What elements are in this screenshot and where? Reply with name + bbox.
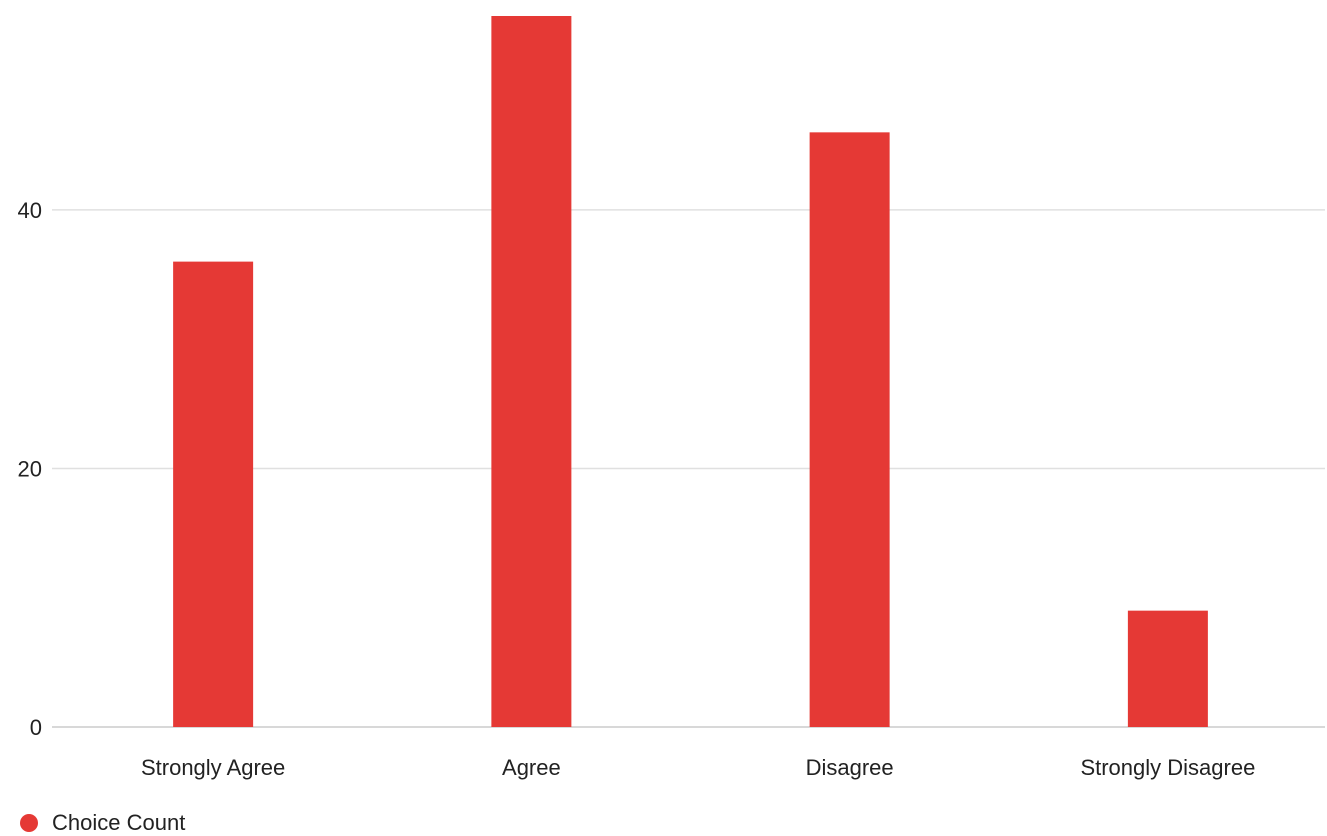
legend-swatch xyxy=(20,814,38,832)
x-tick-label-3: Strongly Disagree xyxy=(1080,755,1255,780)
bar-strongly-agree[interactable] xyxy=(173,261,254,727)
x-tick-label-2: Disagree xyxy=(806,755,894,780)
x-axis-labels: Strongly Agree Agree Disagree Strongly Disa… xyxy=(141,755,1255,780)
gridlines xyxy=(52,209,1325,728)
y-tick-label-0: 0 xyxy=(30,715,42,740)
legend: Choice Count xyxy=(20,810,185,836)
y-tick-label-1: 20 xyxy=(18,456,42,481)
bar-agree[interactable] xyxy=(491,16,572,727)
y-tick-label-2: 40 xyxy=(18,198,42,223)
bars xyxy=(173,16,1208,727)
x-tick-label-1: Agree xyxy=(502,755,561,780)
bar-strongly-disagree[interactable] xyxy=(1127,610,1208,727)
y-axis-ticks: 0 20 40 xyxy=(18,198,42,740)
bar-disagree[interactable] xyxy=(809,132,890,727)
legend-label: Choice Count xyxy=(52,810,186,835)
x-tick-label-0: Strongly Agree xyxy=(141,755,285,780)
